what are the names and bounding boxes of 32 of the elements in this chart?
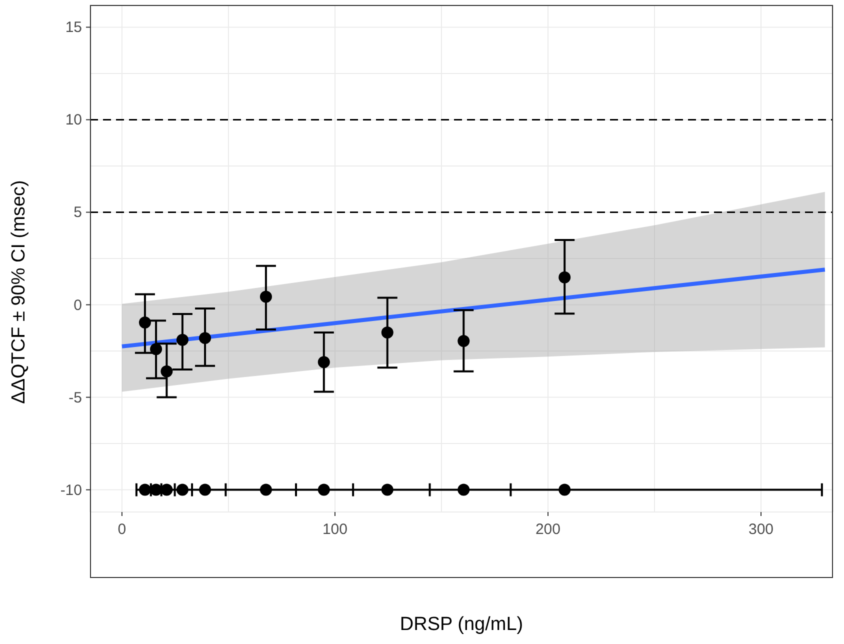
point	[199, 484, 212, 496]
point	[138, 484, 151, 496]
x-tick-label: 200	[535, 521, 560, 538]
y-tick-label: 15	[65, 19, 82, 36]
point	[381, 484, 394, 496]
y-axis-title: ΔΔQTCF ± 90% CI (msec)	[8, 178, 30, 406]
x-tick-label: 0	[118, 521, 126, 538]
y-tick-label: 5	[74, 204, 82, 222]
point	[318, 484, 330, 496]
point	[318, 356, 330, 368]
point	[381, 326, 394, 339]
point	[260, 290, 272, 303]
point	[199, 332, 212, 344]
point	[176, 484, 188, 496]
point	[150, 343, 162, 356]
x-tick-label: 300	[748, 521, 774, 538]
point	[160, 484, 173, 496]
y-tick-label: 10	[65, 112, 82, 129]
point	[138, 316, 151, 329]
point	[160, 365, 173, 378]
point	[558, 271, 571, 284]
y-tick-label: 0	[74, 296, 82, 314]
point	[458, 484, 470, 496]
y-tick-label: -5	[68, 389, 82, 406]
point	[176, 334, 188, 346]
point	[260, 484, 272, 496]
x-axis-title: DRSP (ng/mL)	[398, 614, 524, 636]
point	[458, 335, 470, 348]
point	[558, 484, 571, 496]
line-series	[120, 268, 827, 348]
y-tick-label: -10	[60, 482, 82, 499]
x-tick-label: 100	[322, 521, 348, 538]
